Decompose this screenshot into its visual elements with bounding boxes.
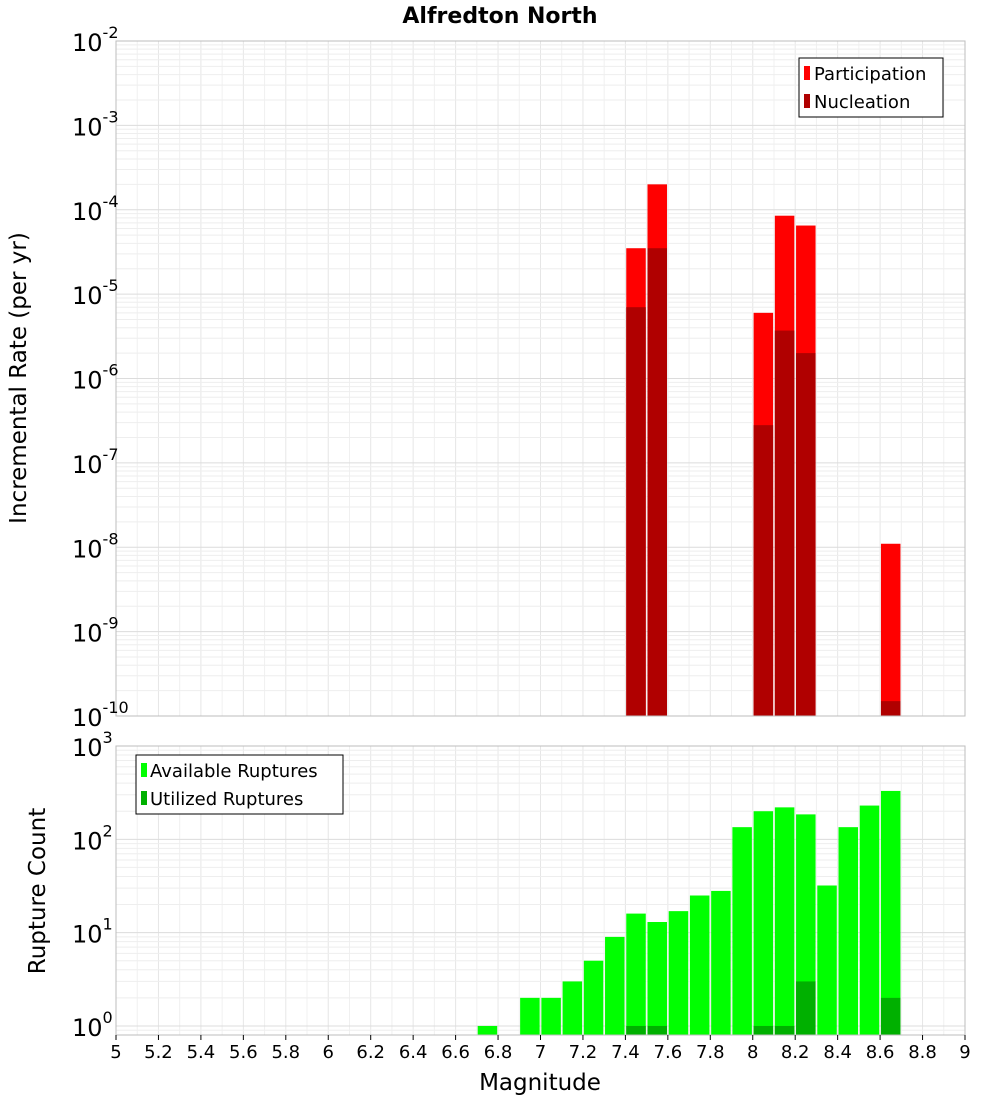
x-tick-label: 5.6 xyxy=(229,1042,258,1063)
bar-nucleation xyxy=(880,701,901,716)
legend-label-utilized: Utilized Ruptures xyxy=(150,789,303,810)
bar-available-ruptures xyxy=(774,807,795,1035)
bar-available-ruptures xyxy=(520,997,540,1035)
bar-available-ruptures xyxy=(838,827,859,1035)
bar-available-ruptures xyxy=(541,997,561,1035)
bar-utilized-ruptures xyxy=(796,981,816,1035)
bar-nucleation xyxy=(774,330,795,716)
x-tick-label: 6.6 xyxy=(441,1042,470,1063)
x-tick-label: 7.8 xyxy=(696,1042,725,1063)
x-tick-label: 7 xyxy=(535,1042,546,1063)
top-y-ticks: 10-10 10-9 10-8 10-7 10-6 10-5 10-4 10-3 10-2 xyxy=(72,23,129,732)
legend-label-available: Available Ruptures xyxy=(150,761,318,782)
bottom-legend-box xyxy=(135,754,344,815)
bar-participation xyxy=(880,543,901,716)
bottom-legend: Available Ruptures Utilized Ruptures xyxy=(135,754,344,815)
top-y-tick-label: 10-3 xyxy=(72,107,119,141)
top-legend-box xyxy=(798,57,944,118)
bar-available-ruptures xyxy=(796,814,816,1035)
bar-utilized-ruptures xyxy=(774,1025,795,1035)
top-y-tick-label: 10-8 xyxy=(72,529,119,563)
bottom-y-axis-label: Rupture Count xyxy=(25,808,51,974)
bar-available-ruptures xyxy=(880,790,901,1035)
bar-available-ruptures xyxy=(711,890,731,1035)
bar-utilized-ruptures xyxy=(647,1025,667,1035)
bar-nucleation xyxy=(753,425,774,716)
bar-available-ruptures xyxy=(689,895,710,1035)
bottom-y-ticks: 100 101 102 103 xyxy=(72,728,113,1042)
top-legend: Participation Nucleation xyxy=(798,57,944,118)
bottom-y-tick-label: 100 xyxy=(72,1008,113,1042)
x-tick-label: 8.4 xyxy=(823,1042,852,1063)
bar-nucleation xyxy=(626,307,646,716)
x-tick-label: 6.2 xyxy=(356,1042,385,1063)
x-tick-label: 9 xyxy=(959,1042,970,1063)
bottom-panel: 100 101 102 103 5 5.2 5.4 5.6 5.8 6 6.2 6.4 6.6 6.8 7… xyxy=(25,728,971,1096)
x-tick-label: 5 xyxy=(110,1042,121,1063)
chart-title: Alfredton North xyxy=(402,4,597,29)
top-y-tick-label: 10-9 xyxy=(72,614,119,648)
bar-available-ruptures xyxy=(562,981,583,1035)
top-plot-frame xyxy=(115,40,966,717)
bar-available-ruptures xyxy=(477,1025,498,1035)
x-tick-label: 8 xyxy=(747,1042,758,1063)
x-tick-label: 6.8 xyxy=(484,1042,513,1063)
x-tick-label: 8.6 xyxy=(866,1042,895,1063)
top-y-tick-label: 10-4 xyxy=(72,192,119,226)
bar-utilized-ruptures xyxy=(626,1025,646,1035)
top-y-tick-label: 10-10 xyxy=(72,698,129,732)
bottom-y-tick-label: 102 xyxy=(72,821,113,855)
x-tick-label: 6 xyxy=(323,1042,334,1063)
bar-available-ruptures xyxy=(605,936,625,1035)
bottom-bars xyxy=(477,790,901,1035)
legend-swatch-participation xyxy=(804,66,810,80)
bar-available-ruptures xyxy=(668,911,689,1035)
x-tick-label: 5.2 xyxy=(144,1042,173,1063)
legend-label-nucleation: Nucleation xyxy=(814,92,910,113)
legend-swatch-utilized xyxy=(141,791,147,805)
legend-swatch-available xyxy=(141,763,147,777)
bar-available-ruptures xyxy=(753,811,774,1035)
top-y-tick-label: 10-7 xyxy=(72,445,119,479)
top-y-tick-label: 10-5 xyxy=(72,276,119,310)
top-bars xyxy=(626,184,901,717)
top-y-axis-label: Incremental Rate (per yr) xyxy=(6,232,32,524)
x-tick-label: 7.6 xyxy=(654,1042,683,1063)
bottom-y-tick-label: 101 xyxy=(72,915,113,949)
bar-available-ruptures xyxy=(859,805,880,1035)
top-y-tick-label: 10-2 xyxy=(72,23,119,57)
x-tick-label: 8.8 xyxy=(908,1042,937,1063)
x-ticks: 5 5.2 5.4 5.6 5.8 6 6.2 6.4 6.6 6.8 7 7.2 7.4 7.6 7.8 8… xyxy=(110,1035,971,1063)
bar-utilized-ruptures xyxy=(753,1025,774,1035)
legend-label-participation: Participation xyxy=(814,64,926,85)
bar-available-ruptures xyxy=(583,960,604,1035)
bar-available-ruptures xyxy=(817,885,837,1035)
x-tick-label: 6.4 xyxy=(399,1042,428,1063)
top-panel: 10-10 10-9 10-8 10-7 10-6 10-5 10-4 10-3 10-2 In… xyxy=(6,23,966,732)
top-y-tick-label: 10-6 xyxy=(72,361,119,395)
bar-available-ruptures xyxy=(626,913,646,1035)
bar-nucleation xyxy=(647,248,667,717)
legend-swatch-nucleation xyxy=(804,94,810,108)
top-grid xyxy=(115,40,966,717)
x-tick-label: 5.8 xyxy=(271,1042,300,1063)
x-tick-label: 7.4 xyxy=(611,1042,640,1063)
bar-utilized-ruptures xyxy=(880,997,901,1035)
x-tick-label: 7.2 xyxy=(569,1042,598,1063)
bar-available-ruptures xyxy=(647,922,667,1035)
x-tick-label: 8.2 xyxy=(781,1042,810,1063)
x-axis-label: Magnitude xyxy=(479,1070,601,1096)
bar-nucleation xyxy=(796,353,816,716)
bottom-y-tick-label: 103 xyxy=(72,728,113,762)
bar-available-ruptures xyxy=(732,827,752,1035)
x-tick-label: 5.4 xyxy=(187,1042,216,1063)
